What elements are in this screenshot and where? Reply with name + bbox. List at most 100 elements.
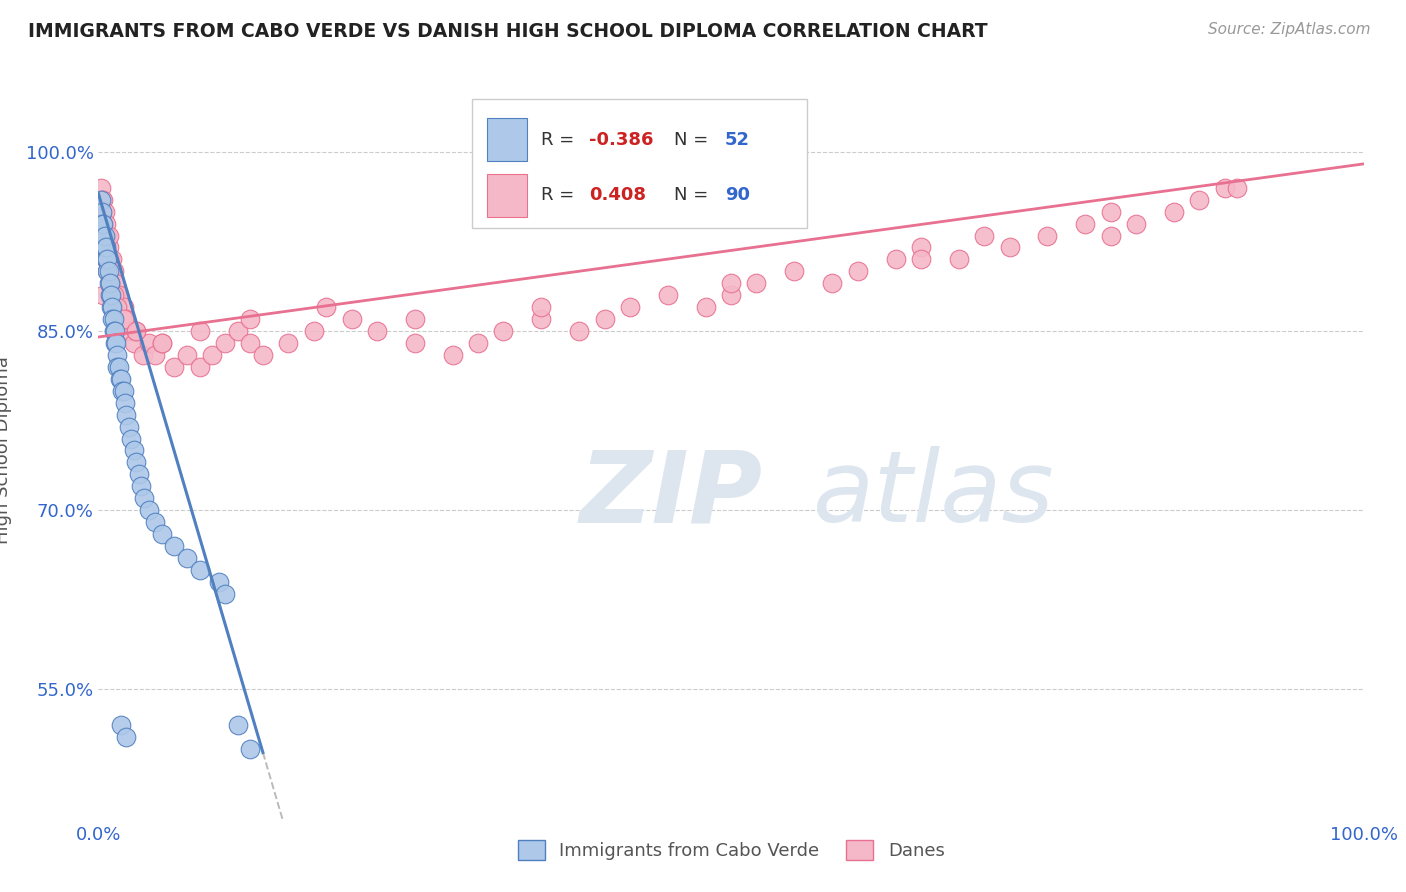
Point	[96, 252, 118, 267]
Text: IMMIGRANTS FROM CABO VERDE VS DANISH HIGH SCHOOL DIPLOMA CORRELATION CHART: IMMIGRANTS FROM CABO VERDE VS DANISH HIG…	[28, 22, 988, 41]
Point	[125, 324, 148, 338]
Point	[150, 336, 173, 351]
Legend: Immigrants from Cabo Verde, Danes: Immigrants from Cabo Verde, Danes	[510, 833, 952, 867]
Point	[122, 443, 145, 458]
Point	[107, 300, 129, 314]
Point	[145, 348, 166, 362]
Point	[128, 467, 150, 482]
Text: N =: N =	[675, 130, 714, 148]
Point	[103, 288, 125, 302]
Point	[720, 288, 742, 302]
Point	[110, 718, 132, 732]
Point	[94, 240, 117, 254]
Point	[619, 300, 641, 314]
Point	[93, 240, 117, 254]
Point	[91, 193, 114, 207]
Point	[94, 217, 117, 231]
Point	[145, 515, 166, 529]
FancyBboxPatch shape	[486, 174, 527, 217]
Point	[188, 324, 211, 338]
Point	[115, 312, 138, 326]
Point	[91, 204, 114, 219]
Point	[105, 336, 128, 351]
Point	[114, 395, 136, 409]
Point	[93, 240, 117, 254]
Point	[97, 277, 120, 291]
Point	[120, 324, 141, 338]
Point	[104, 324, 127, 338]
Point	[101, 252, 124, 267]
Point	[1099, 204, 1122, 219]
Point	[340, 312, 363, 326]
Text: R =: R =	[541, 186, 581, 204]
Point	[94, 252, 117, 267]
Text: R =: R =	[541, 130, 581, 148]
Point	[132, 348, 155, 362]
Point	[783, 264, 806, 278]
Point	[91, 217, 114, 231]
Point	[93, 288, 115, 302]
Point	[100, 264, 122, 278]
Point	[97, 264, 120, 278]
Point	[1099, 228, 1122, 243]
Point	[122, 336, 145, 351]
Point	[93, 228, 117, 243]
Point	[107, 300, 129, 314]
Point	[93, 204, 117, 219]
Point	[125, 455, 148, 469]
Point	[118, 419, 141, 434]
Point	[404, 312, 426, 326]
Point	[150, 336, 173, 351]
Point	[93, 217, 115, 231]
Point	[208, 574, 231, 589]
Point	[138, 336, 160, 351]
Point	[93, 228, 117, 243]
Text: ZIP: ZIP	[579, 446, 762, 543]
Text: 0.408: 0.408	[589, 186, 647, 204]
Point	[120, 432, 142, 446]
Point	[103, 264, 125, 278]
Point	[657, 288, 679, 302]
Point	[90, 180, 112, 194]
Point	[110, 312, 132, 326]
Point	[821, 277, 844, 291]
Point	[163, 359, 186, 374]
Point	[98, 252, 121, 267]
Text: 52: 52	[725, 130, 749, 148]
Point	[104, 277, 127, 291]
Point	[441, 348, 464, 362]
Text: Source: ZipAtlas.com: Source: ZipAtlas.com	[1208, 22, 1371, 37]
Point	[277, 336, 299, 351]
Point	[176, 550, 198, 565]
Point	[97, 240, 120, 254]
Text: N =: N =	[675, 186, 714, 204]
Point	[93, 228, 115, 243]
Point	[1226, 180, 1249, 194]
Point	[94, 252, 117, 267]
Point	[188, 563, 211, 577]
Point	[107, 359, 129, 374]
Point	[112, 300, 135, 314]
Point	[315, 300, 337, 314]
Point	[366, 324, 388, 338]
Point	[492, 324, 515, 338]
Point	[107, 348, 129, 362]
Point	[132, 491, 155, 506]
Point	[91, 217, 114, 231]
Point	[302, 324, 325, 338]
Point	[252, 348, 274, 362]
Point	[1213, 180, 1236, 194]
Point	[96, 264, 118, 278]
Point	[1074, 217, 1097, 231]
Point	[138, 503, 160, 517]
Point	[91, 204, 114, 219]
Point	[103, 312, 125, 326]
Point	[593, 312, 616, 326]
Text: -0.386: -0.386	[589, 130, 654, 148]
Point	[910, 240, 932, 254]
Point	[112, 312, 135, 326]
Y-axis label: High School Diploma: High School Diploma	[0, 357, 11, 544]
Point	[96, 252, 118, 267]
Point	[201, 348, 224, 362]
Point	[93, 193, 115, 207]
